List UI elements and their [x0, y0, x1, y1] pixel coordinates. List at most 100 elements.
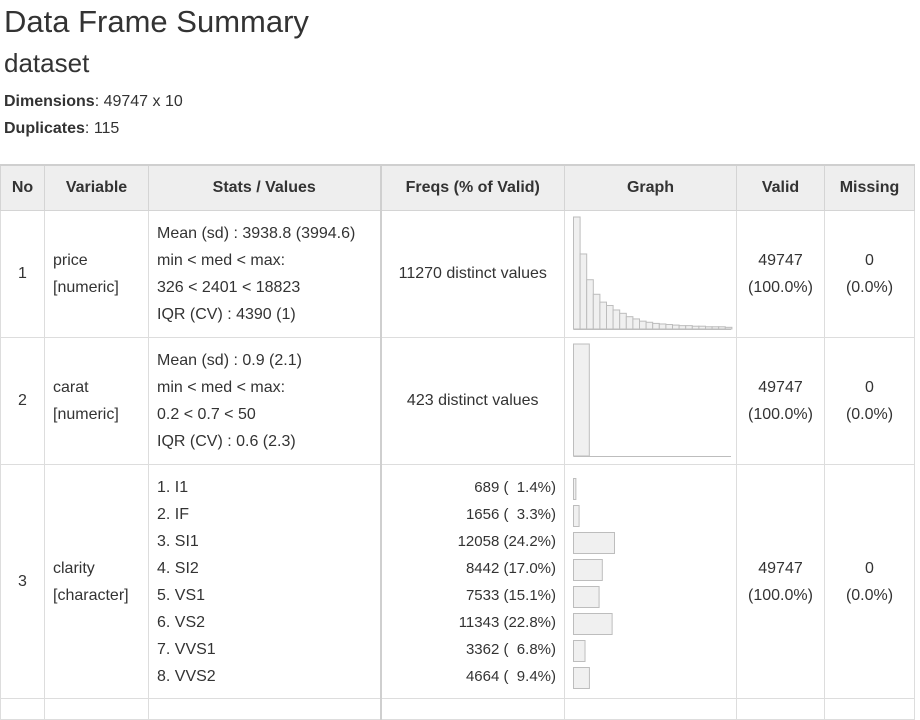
freqs-cell: 423 distinct values [380, 337, 565, 465]
stats-line: 326 < 2401 < 18823 [157, 279, 301, 296]
col-header-freqs: Freqs (% of Valid) [380, 164, 565, 211]
col-header-variable: Variable [44, 164, 149, 211]
histogram-bar [665, 324, 674, 330]
table-row: 2 carat [numeric] Mean (sd) : 0.9 (2.1) … [0, 337, 915, 465]
missing-percent: (0.0%) [845, 586, 894, 604]
duplicates-label: Duplicates [4, 120, 85, 137]
freq-line: 4664 ( 9.4%) [465, 667, 556, 685]
stats-line: min < med < max: [157, 252, 286, 269]
histogram-bar [678, 325, 687, 330]
variable-name: clarity [53, 559, 95, 577]
empty-cell [824, 698, 915, 720]
histogram-bar [592, 293, 601, 330]
empty-cell [380, 698, 565, 720]
histogram-bar [685, 325, 693, 330]
histogram-bar [599, 301, 607, 330]
value-label: 2. IF [157, 505, 190, 523]
stats-cell: Mean (sd) : 0.9 (2.1) min < med < max: 0… [148, 337, 382, 465]
stats-line: IQR (CV) : 4390 (1) [157, 306, 296, 323]
dataset-name: dataset [4, 48, 90, 78]
histogram-bar [612, 309, 621, 330]
valid-cell: 49747 (100.0%) [736, 210, 825, 338]
stats-line: IQR (CV) : 0.6 (2.3) [157, 433, 296, 450]
frequency-bar [573, 558, 603, 581]
freq-line: 12058 (24.2%) [457, 532, 556, 550]
valid-percent: (100.0%) [748, 406, 813, 423]
col-header-missing: Missing [824, 164, 915, 211]
variable-cell: price [numeric] [44, 210, 149, 338]
variable-cell: carat [numeric] [44, 337, 149, 465]
histogram-bar [625, 316, 634, 330]
graph-cell [564, 210, 737, 338]
row-number: 3 [0, 464, 45, 699]
variable-cell: clarity [character] [44, 464, 149, 699]
row-number: 2 [0, 337, 45, 465]
col-header-graph: Graph [564, 164, 737, 211]
frequency-bar [573, 666, 590, 689]
frequency-bar [573, 477, 577, 500]
valid-cell: 49747 (100.0%) [736, 337, 825, 465]
value-label: 5. VS1 [157, 586, 206, 604]
frequency-bar [573, 531, 615, 554]
missing-cell: 0 (0.0%) [824, 210, 915, 338]
frequency-bar [573, 504, 580, 527]
histogram-bar [658, 323, 667, 330]
stats-cell: Mean (sd) : 3938.8 (3994.6) min < med < … [148, 210, 382, 338]
variable-name: price [53, 252, 88, 269]
stats-line: Mean (sd) : 0.9 (2.1) [157, 352, 302, 369]
histogram-bar [619, 312, 627, 330]
missing-percent: (0.0%) [845, 279, 894, 296]
missing-count: 0 [865, 559, 874, 577]
summary-report: Data Frame Summary dataset Dimensions: 4… [4, 0, 918, 142]
histogram-bar [698, 325, 707, 330]
empty-cell [148, 698, 382, 720]
frequency-bar [573, 639, 586, 662]
histogram-bar [672, 324, 680, 330]
values-cell: 1. I1 2. IF 3. SI1 4. SI2 5. VS1 6. VS2 … [148, 464, 382, 699]
frequency-bar [573, 585, 600, 608]
dimensions-line: Dimensions: 49747 x 10 [4, 88, 918, 115]
row-number: 1 [0, 210, 45, 338]
histogram-bar [691, 325, 700, 330]
freq-line: 3362 ( 6.8%) [465, 640, 556, 658]
table-row: 1 price [numeric] Mean (sd) : 3938.8 (39… [0, 210, 915, 338]
histogram-bar [573, 343, 590, 457]
histogram-bar [705, 326, 713, 330]
variable-type: [numeric] [53, 279, 119, 296]
graph-cell [564, 464, 737, 699]
freqs-cell: 689 ( 1.4%) 1656 ( 3.3%) 12058 (24.2%) 8442… [380, 464, 565, 699]
freqs-cell: 11270 distinct values [380, 210, 565, 338]
empty-cell [564, 698, 737, 720]
col-header-valid: Valid [736, 164, 825, 211]
stats-line: 0.2 < 0.7 < 50 [157, 406, 256, 423]
col-header-no: No [0, 164, 45, 211]
value-label: 7. VVS1 [157, 640, 216, 658]
valid-count: 49747 [758, 559, 803, 577]
histogram-bar [579, 253, 588, 330]
carat-histogram [573, 343, 731, 457]
variable-type: [character] [53, 586, 129, 604]
missing-cell: 0 (0.0%) [824, 337, 915, 465]
duplicates-line: Duplicates: 115 [4, 115, 918, 142]
histogram-bar [586, 279, 594, 330]
value-label: 1. I1 [157, 478, 189, 496]
value-label: 4. SI2 [157, 559, 199, 577]
value-label: 8. VVS2 [157, 667, 216, 685]
duplicates-value: : 115 [84, 120, 120, 137]
freq-line: 11343 (22.8%) [458, 613, 556, 631]
missing-count: 0 [865, 379, 874, 396]
freq-line: 1656 ( 3.3%) [465, 505, 556, 523]
histogram-bar [652, 322, 660, 330]
table-row-partial [0, 698, 915, 720]
empty-cell [44, 698, 149, 720]
empty-cell [736, 698, 825, 720]
histogram-bar [718, 326, 726, 330]
histogram-bar [632, 318, 641, 330]
histogram-bar [645, 321, 654, 330]
valid-percent: (100.0%) [748, 279, 813, 296]
valid-percent: (100.0%) [748, 586, 813, 604]
frequency-bar [573, 612, 613, 635]
histogram-bar [573, 216, 581, 330]
missing-percent: (0.0%) [845, 406, 894, 423]
value-label: 3. SI1 [157, 532, 199, 550]
